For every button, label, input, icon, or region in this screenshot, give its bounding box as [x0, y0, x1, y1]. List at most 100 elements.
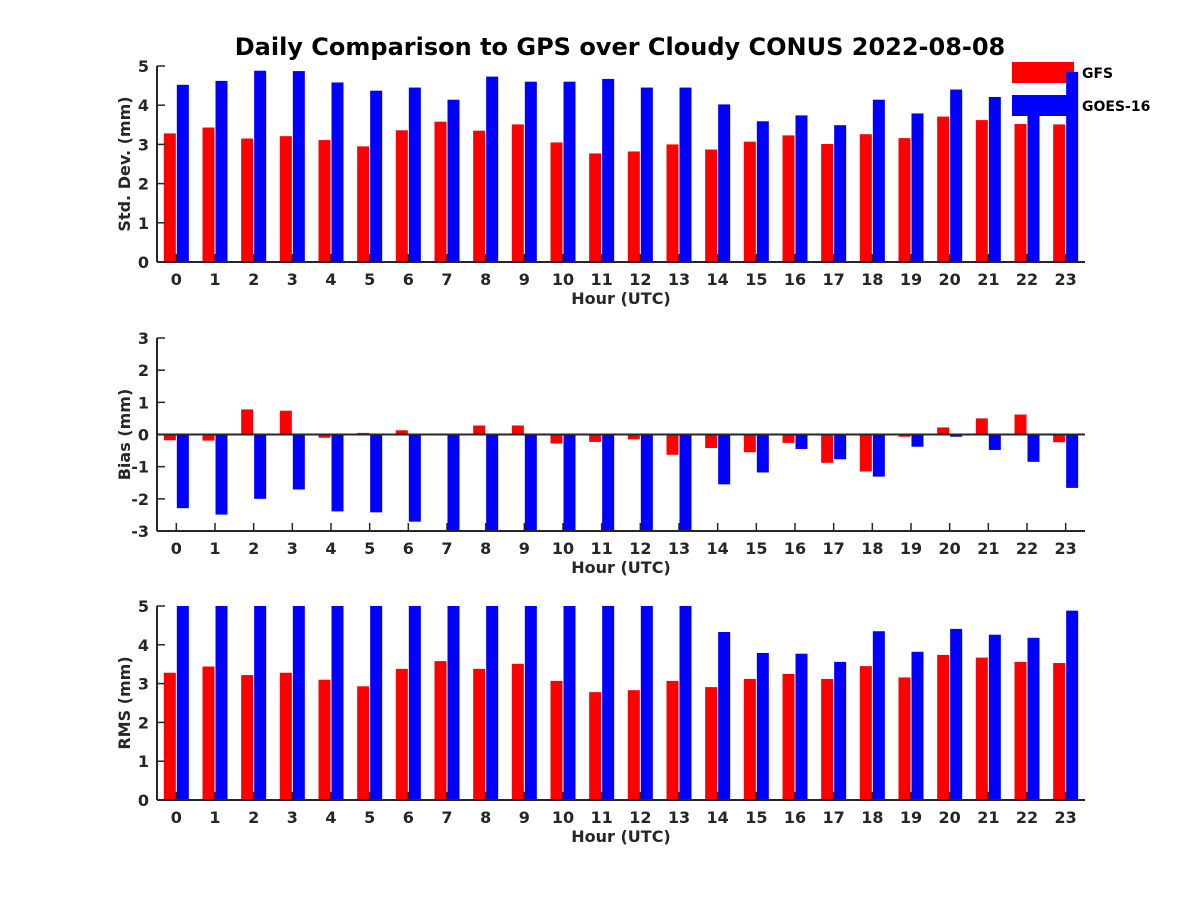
bar-goes-16-11	[602, 78, 615, 262]
bar-gfs-12	[627, 151, 640, 262]
bar-gfs-0	[163, 133, 176, 262]
x-tick-label: 7	[441, 539, 452, 558]
chart-title: Daily Comparison to GPS over Cloudy CONU…	[235, 33, 1006, 61]
x-tick-label: 0	[171, 539, 182, 558]
bar-gfs-17	[821, 144, 834, 262]
legend-swatch-goes-16	[1012, 95, 1074, 116]
y-tick-label: 0	[138, 253, 149, 272]
bar-gfs-20	[937, 116, 950, 263]
bar-goes-16-10	[563, 81, 576, 263]
bar-gfs-9	[511, 124, 524, 263]
bar-goes-16-2	[254, 70, 267, 262]
bar-goes-16-15	[756, 434, 769, 473]
bar-goes-16-7	[447, 606, 460, 800]
bar-goes-16-19	[911, 651, 924, 800]
x-tick-label: 17	[823, 539, 845, 558]
y-tick-label: 5	[138, 597, 149, 616]
x-tick-label: 9	[519, 808, 530, 827]
x-tick-label: 6	[403, 808, 414, 827]
bar-gfs-7	[434, 121, 447, 262]
x-tick-label: 0	[171, 808, 182, 827]
x-tick-label: 1	[209, 808, 220, 827]
bar-gfs-5	[357, 686, 370, 800]
x-tick-label: 3	[287, 808, 298, 827]
x-tick-label: 11	[591, 539, 613, 558]
x-tick-label: 20	[939, 539, 961, 558]
bar-goes-16-22	[1027, 434, 1040, 462]
bar-gfs-0	[163, 434, 176, 441]
legend-swatch-gfs	[1012, 62, 1074, 83]
bar-goes-16-14	[718, 104, 731, 262]
bar-gfs-6	[395, 668, 408, 800]
bar-goes-16-23	[1066, 71, 1079, 262]
x-tick-label: 12	[629, 270, 651, 289]
x-tick-label: 12	[629, 539, 651, 558]
bar-gfs-0	[163, 672, 176, 800]
x-tick-label: 8	[480, 539, 491, 558]
bar-gfs-4	[318, 679, 331, 800]
bar-gfs-8	[473, 130, 486, 262]
bar-gfs-1	[202, 434, 215, 441]
bar-gfs-19	[898, 138, 911, 262]
bar-gfs-18	[859, 134, 872, 262]
x-tick-label: 14	[707, 539, 729, 558]
bar-goes-16-17	[834, 434, 847, 460]
bar-gfs-6	[395, 130, 408, 262]
x-tick-label: 9	[519, 539, 530, 558]
bar-gfs-23	[1053, 434, 1066, 443]
y-tick-label: 2	[138, 713, 149, 732]
y-axis-label: Std. Dev. (mm)	[115, 96, 134, 231]
y-axis-label: RMS (mm)	[115, 656, 134, 749]
bar-goes-16-0	[176, 606, 189, 800]
x-tick-label: 14	[707, 270, 729, 289]
bar-goes-16-22	[1027, 102, 1040, 263]
y-tick-label: 0	[138, 791, 149, 810]
x-tick-label: 23	[1055, 808, 1077, 827]
x-tick-label: 10	[552, 270, 574, 289]
bar-goes-16-10	[563, 434, 576, 531]
y-tick-label: 3	[138, 135, 149, 154]
bar-gfs-15	[743, 141, 756, 262]
bar-gfs-3	[279, 672, 292, 800]
x-tick-label: 15	[745, 808, 767, 827]
bar-goes-16-6	[408, 87, 421, 262]
x-tick-label: 5	[364, 270, 375, 289]
y-tick-label: 3	[138, 675, 149, 694]
x-tick-label: 15	[745, 270, 767, 289]
y-tick-label: 4	[138, 96, 149, 115]
bar-gfs-3	[279, 410, 292, 435]
x-tick-label: 8	[480, 270, 491, 289]
y-tick-label: 2	[138, 175, 149, 194]
bar-gfs-14	[705, 149, 718, 262]
bar-goes-16-7	[447, 99, 460, 262]
bar-gfs-18	[859, 666, 872, 800]
bar-gfs-21	[975, 418, 988, 435]
bar-goes-16-16	[795, 434, 808, 449]
bar-goes-16-4	[331, 82, 344, 263]
x-tick-label: 23	[1055, 270, 1077, 289]
x-tick-label: 0	[171, 270, 182, 289]
bar-goes-16-20	[950, 628, 963, 800]
y-tick-label: 4	[138, 636, 149, 655]
y-tick-label: -2	[131, 490, 149, 509]
bar-gfs-8	[473, 425, 486, 435]
y-tick-label: 0	[138, 426, 149, 445]
bar-goes-16-16	[795, 115, 808, 262]
bar-goes-16-8	[486, 434, 499, 531]
bar-goes-16-1	[215, 80, 228, 262]
bar-goes-16-5	[370, 434, 383, 513]
bar-gfs-23	[1053, 663, 1066, 800]
y-tick-label: 5	[138, 57, 149, 76]
x-tick-label: 7	[441, 270, 452, 289]
bar-goes-16-19	[911, 113, 924, 262]
bar-goes-16-18	[872, 434, 885, 477]
bar-goes-16-6	[408, 434, 421, 522]
bar-goes-16-0	[176, 84, 189, 262]
bar-goes-16-17	[834, 125, 847, 262]
x-tick-label: 13	[668, 808, 690, 827]
bar-goes-16-8	[486, 606, 499, 800]
x-tick-label: 6	[403, 539, 414, 558]
bar-gfs-5	[357, 146, 370, 262]
bar-goes-16-14	[718, 631, 731, 800]
